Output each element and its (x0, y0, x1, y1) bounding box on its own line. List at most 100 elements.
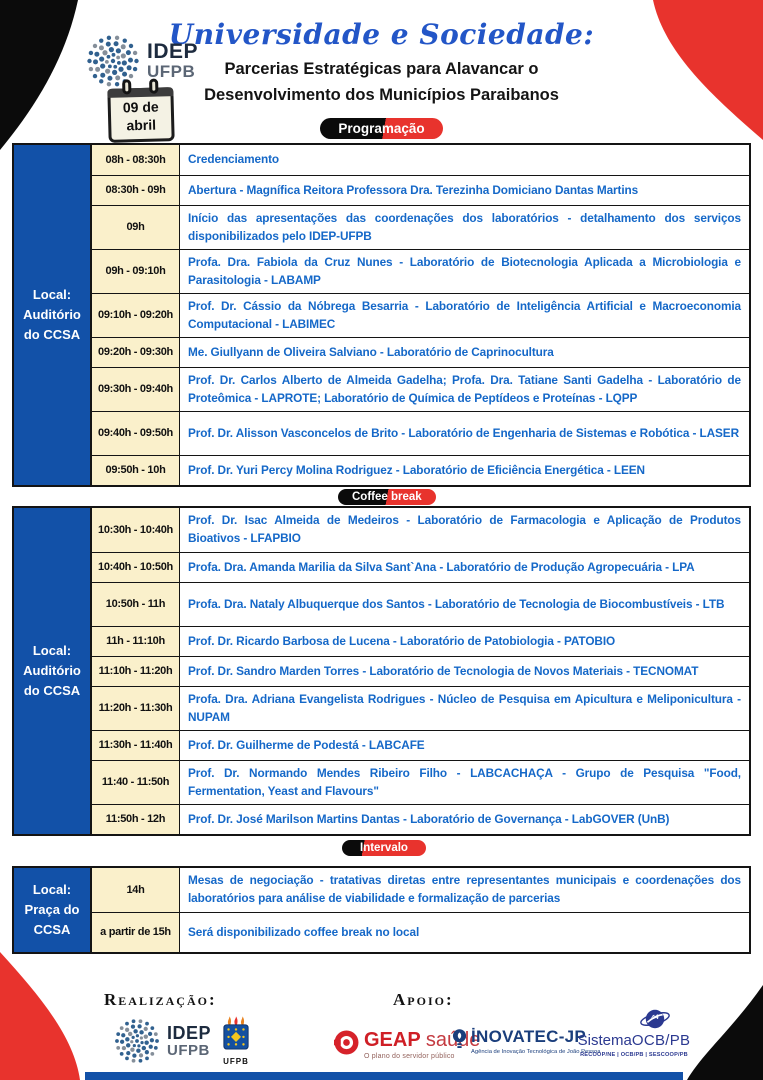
geap-name: GEAP (364, 1029, 421, 1051)
description-cell: Profa. Dra. Fabiola da Cruz Nunes - Labo… (188, 254, 741, 287)
corner-shape-bottom-right (687, 985, 763, 1080)
schedule-row: 09:40h - 09:50h Prof. Dr. Alisson Vasconc… (92, 411, 749, 455)
ufpb-logo-text: UFPB (167, 1041, 210, 1059)
idep-logo-text: IDEP (147, 40, 199, 64)
description-cell: Prof. Dr. Alisson Vasconcelos de Brito -… (188, 425, 739, 440)
time-cell: 09:40h - 09:50h (92, 412, 180, 455)
description-cell: Prof. Dr. Cássio da Nóbrega Besarria - L… (188, 298, 741, 331)
schedule-row: 11:10h - 11:20h Prof. Dr. Sandro Marden T… (92, 656, 749, 686)
geap-circle-icon (334, 1030, 359, 1055)
time-cell: 11:30h - 11:40h (92, 731, 180, 760)
schedule-row: 09:20h - 09:30h Me. Giullyann de Oliveira… (92, 337, 749, 367)
late-morning-session-table: Local: Auditório do CCSA 10:30h - 10:40h… (12, 506, 751, 836)
time-cell: 14h (92, 868, 180, 912)
schedule-row: 11:40 - 11:50h Prof. Dr. Normando Mendes … (92, 760, 749, 804)
time-cell: 10:40h - 10:50h (92, 553, 180, 582)
description-cell: Profa. Dra. Adriana Evangelista Rodrigue… (188, 691, 741, 724)
afternoon-session-table: Local: Praça do CCSA 14h Mesas de negocia… (12, 866, 751, 954)
schedule-row: 10:40h - 10:50h Profa. Dra. Amanda Marili… (92, 552, 749, 582)
time-cell: a partir de 15h (92, 913, 180, 952)
calendar-ring-icon (122, 79, 132, 95)
time-cell: 09:10h - 09:20h (92, 294, 180, 337)
ocb-name: OCB/PB (631, 1032, 691, 1049)
time-cell: 11:10h - 11:20h (92, 657, 180, 686)
ufpb-crest-icon (223, 1016, 249, 1050)
time-cell: 08h - 08:30h (92, 145, 180, 175)
description-cell: Mesas de negociação - tratativas diretas… (188, 873, 741, 905)
description-cell: Prof. Dr. Yuri Percy Molina Rodriguez - … (188, 462, 645, 477)
time-cell: 09h (92, 206, 180, 249)
geap-logo: GEAP saúde O plano do servidor público (334, 1030, 480, 1060)
description-cell: Profa. Dra. Amanda Marilia da Silva Sant… (188, 559, 695, 574)
time-cell: 11:20h - 11:30h (92, 687, 180, 730)
schedule-row: 10:30h - 10:40h Prof. Dr. Isac Almeida de… (92, 508, 749, 552)
morning-session-table: Local: Auditório do CCSA 08h - 08:30h Cre… (12, 143, 751, 487)
schedule-row: 09:30h - 09:40h Prof. Dr. Carlos Alberto … (92, 367, 749, 411)
time-cell: 10:50h - 11h (92, 583, 180, 626)
ufpb-logo-text: UFPB (147, 62, 196, 82)
inovatec-name: İNOVATEC-JP (471, 1027, 587, 1046)
description-cell: Prof. Dr. Sandro Marden Torres - Laborat… (188, 663, 699, 678)
calendar-ring-icon (149, 78, 159, 94)
location-cell-praca: Local: Praça do CCSA (14, 868, 92, 952)
description-cell: Prof. Dr. Guilherme de Podestá - LABCAFE (188, 737, 425, 752)
description-cell: Prof. Dr. Isac Almeida de Medeiros - Lab… (188, 513, 741, 545)
schedule-row: 09:50h - 10h Prof. Dr. Yuri Percy Molina … (92, 455, 749, 485)
ocb-tagline: RECOOP/NE | OCB/PB | SESCOOP/PB (580, 1051, 688, 1058)
time-cell: 09:50h - 10h (92, 456, 180, 485)
schedule-row: 11:50h - 12h Prof. Dr. José Marilson Mart… (92, 804, 749, 834)
time-cell: 10:30h - 10:40h (92, 508, 180, 552)
event-title: Universidade e Sociedade: (168, 18, 595, 51)
apoio-label: Apoio: (393, 990, 454, 1009)
time-cell: 08:30h - 09h (92, 176, 180, 205)
event-subtitle-line2: Desenvolvimento dos Municípios Paraibano… (204, 86, 559, 105)
description-cell: Início das apresentações das coordenaçõe… (188, 210, 741, 243)
idep-flower-icon (87, 35, 139, 87)
description-cell: Prof. Dr. Carlos Alberto de Almeida Gade… (188, 372, 741, 405)
description-cell: Credenciamento (188, 152, 280, 167)
schedule-row: 11:20h - 11:30h Profa. Dra. Adriana Evang… (92, 686, 749, 730)
realizacao-label: Realização: (104, 990, 217, 1009)
schedule-row: 08h - 08:30h Credenciamento (92, 145, 749, 175)
lightbulb-icon (452, 1029, 467, 1048)
idep-flower-icon (115, 1019, 159, 1063)
idep-footer-logo: IDEP UFPB UFPB (114, 1016, 250, 1066)
description-cell: Prof. Dr. Normando Mendes Ribeiro Filho … (188, 765, 741, 798)
time-cell: 09h - 09:10h (92, 250, 180, 293)
time-cell: 09:20h - 09:30h (92, 338, 180, 367)
corner-shape-bottom-left (0, 952, 80, 1080)
globe-orbit-icon: 44 (640, 1009, 670, 1029)
schedule-row: a partir de 15h Será disponibilizado coff… (92, 912, 749, 952)
event-date-day: 09 de (122, 98, 159, 116)
time-cell: 09:30h - 09:40h (92, 368, 180, 411)
description-cell: Me. Giullyann de Oliveira Salviano - Lab… (188, 344, 554, 359)
schedule-row: 14h Mesas de negociação - tratativas dire… (92, 868, 749, 912)
schedule-row: 09h Início das apresentações das coordena… (92, 205, 749, 249)
coffee-break-badge: Coffee break (338, 489, 436, 505)
geap-tagline: O plano do servidor público (364, 1053, 455, 1060)
geap-name2: saúde (425, 1029, 481, 1051)
time-cell: 11h - 11:10h (92, 627, 180, 656)
event-date-month: abril (126, 116, 157, 134)
idep-header-logo: IDEP UFPB (86, 34, 198, 88)
inovatec-logo: İNOVATEC-JP Agência de Inovação Tecnológ… (452, 1027, 600, 1055)
svg-text:44: 44 (651, 1014, 659, 1021)
schedule-row: 09:10h - 09:20h Prof. Dr. Cássio da Nóbre… (92, 293, 749, 337)
ufpb-crest-label: UFPB (223, 1057, 249, 1066)
sistema-ocb-logo: 44 SistemaOCB/PB RECOOP/NE | OCB/PB | SE… (578, 1006, 690, 1058)
time-cell: 11:40 - 11:50h (92, 761, 180, 804)
schedule-row: 11h - 11:10h Prof. Dr. Ricardo Barbosa de… (92, 626, 749, 656)
schedule-row: 11:30h - 11:40h Prof. Dr. Guilherme de Po… (92, 730, 749, 760)
schedule-row: 08:30h - 09h Abertura - Magnífica Reitora… (92, 175, 749, 205)
bottom-blue-bar (85, 1072, 683, 1080)
time-cell: 11:50h - 12h (92, 805, 180, 834)
program-badge: Programação (320, 117, 443, 139)
description-cell: Abertura - Magnífica Reitora Professora … (188, 182, 639, 197)
idep-logo-text: IDEP (167, 1022, 212, 1043)
event-subtitle-line1: Parcerias Estratégicas para Alavancar o (224, 60, 539, 78)
location-cell-auditorio: Local: Auditório do CCSA (14, 145, 92, 485)
location-cell-auditorio: Local: Auditório do CCSA (14, 508, 92, 834)
interval-badge: Intervalo (342, 840, 426, 856)
description-cell: Profa. Dra. Nataly Albuquerque dos Santo… (188, 596, 725, 611)
ocb-name-prefix: Sistema (577, 1032, 632, 1049)
